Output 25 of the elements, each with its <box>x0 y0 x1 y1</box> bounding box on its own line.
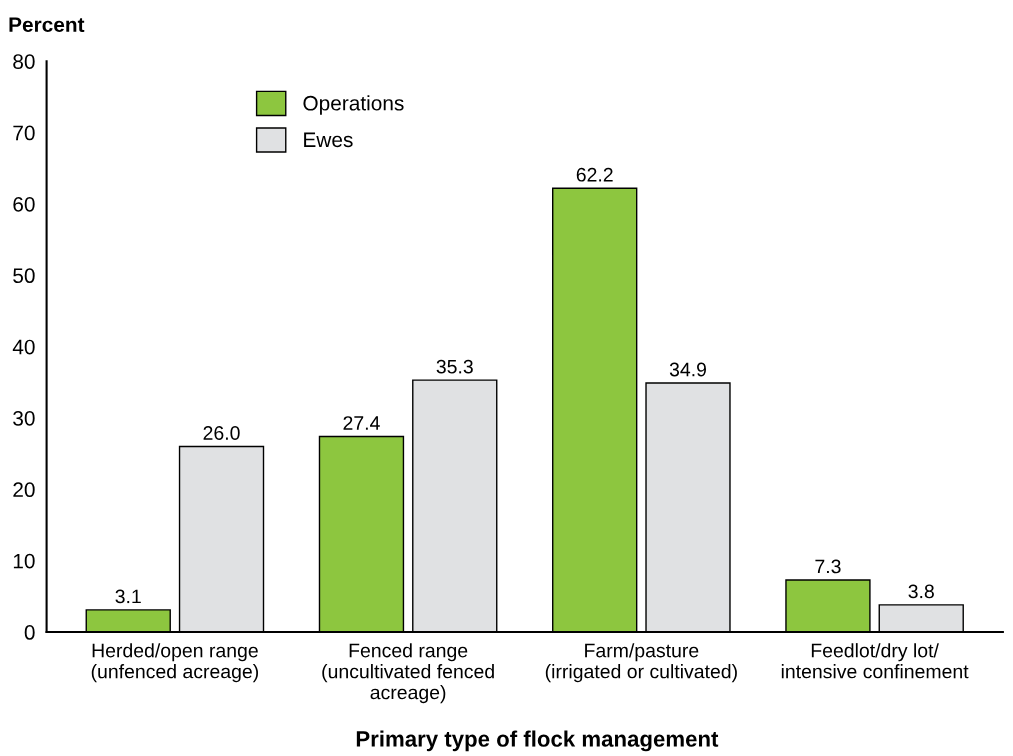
y-tick-label: 0 <box>24 625 35 640</box>
x-tick-label: Fenced range (uncultivated fenced acreage) <box>322 643 494 704</box>
y-tick-label: 30 <box>13 410 35 426</box>
data-label: 62.2 <box>576 167 613 182</box>
x-tick-label: Feedlot/dry lot/ intensive confinement <box>781 643 969 679</box>
x-axis-title: Primary type of flock management <box>356 730 719 752</box>
data-label: 34.9 <box>669 362 706 377</box>
y-tick-label: 70 <box>13 125 35 141</box>
y-tick-label: 10 <box>13 553 35 569</box>
x-tick-label: Farm/pasture (irrigated or cultivated) <box>545 643 737 683</box>
data-label: 26.0 <box>203 426 240 440</box>
y-tick-label: 40 <box>12 339 35 355</box>
y-tick-label: 80 <box>13 54 35 69</box>
y-tick-label: 50 <box>13 268 35 284</box>
data-label: 27.4 <box>343 416 380 430</box>
y-tick-label: 60 <box>13 196 35 212</box>
x-tick-label: Herded/open range (unfenced acreage) <box>91 643 258 683</box>
legend-label: Operations <box>303 95 404 115</box>
data-label: 35.3 <box>436 359 473 374</box>
y-tick-label: 20 <box>13 482 35 498</box>
y-axis-title: Percent <box>9 17 85 33</box>
legend-label: Ewes <box>304 132 353 148</box>
data-label: 3.1 <box>115 589 141 604</box>
data-label: 3.8 <box>908 584 934 599</box>
data-label: 7.3 <box>815 559 841 574</box>
